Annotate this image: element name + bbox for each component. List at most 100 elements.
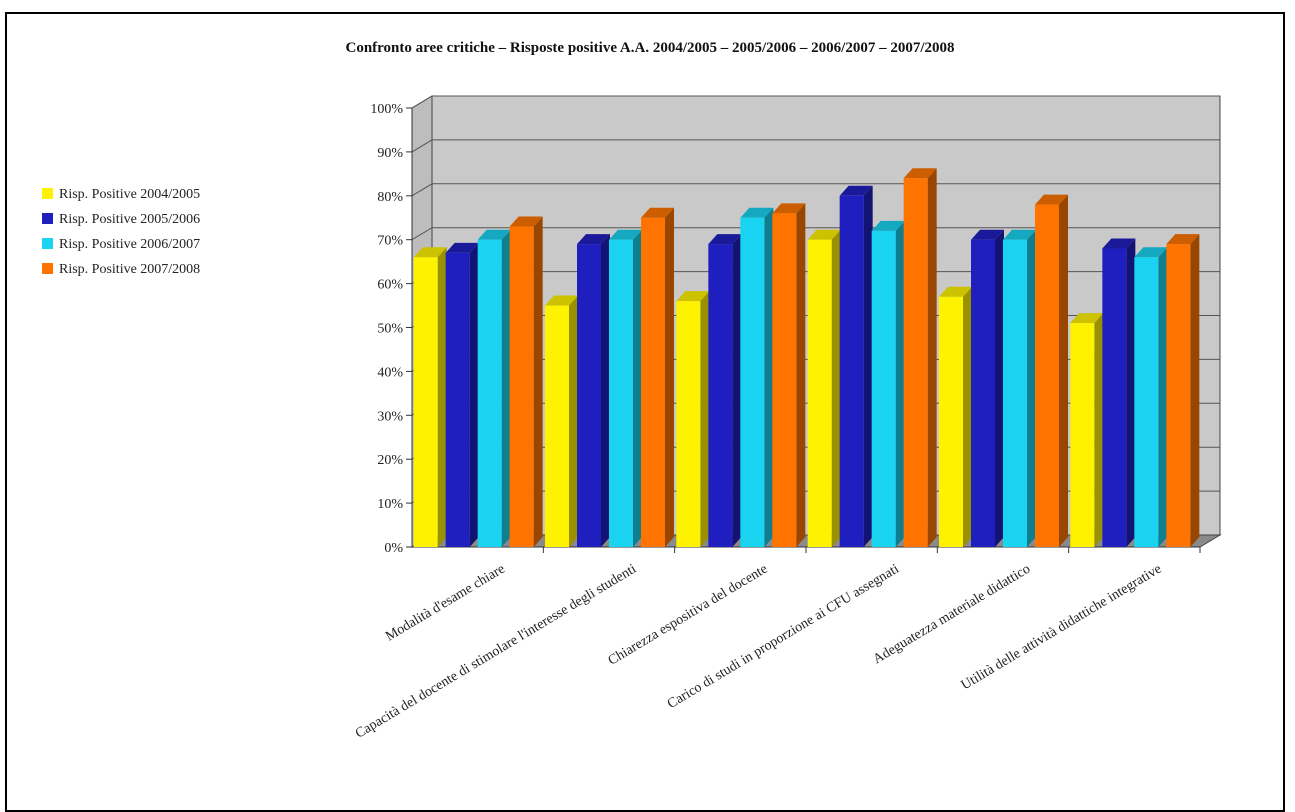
bar-side (633, 229, 642, 547)
bar-front (1134, 257, 1159, 547)
plot-area: 0% 10% 20% 30% 40% 50% 60% 70% 80% 90% 100% Modalit… (353, 95, 1222, 742)
bar-top (939, 286, 972, 297)
bar (807, 229, 841, 547)
bar (413, 247, 447, 547)
legend-swatch (42, 188, 53, 199)
bar-side (501, 229, 511, 547)
bar-side (533, 216, 543, 547)
bar-top (1102, 238, 1136, 249)
bar-front (509, 226, 534, 547)
bar-front (545, 305, 569, 547)
bar-front (676, 301, 701, 547)
bar-side (764, 207, 774, 547)
bar-front (708, 244, 733, 547)
bar-top (1003, 229, 1036, 240)
bar-side (1027, 229, 1036, 547)
bar-side (831, 229, 841, 547)
bar-top (1166, 234, 1200, 245)
y-tick-label: 100% (370, 102, 403, 117)
bar (676, 291, 710, 547)
y-tick-label: 40% (377, 365, 403, 380)
bar-front (871, 230, 896, 548)
bar-top (903, 168, 937, 179)
bar-top (676, 291, 710, 302)
bar-front (1102, 248, 1127, 548)
chart-title: Confronto aree critiche – Risposte posit… (346, 40, 955, 56)
bar-front (939, 296, 963, 547)
bar-side (1094, 313, 1104, 547)
bar-front (641, 217, 665, 547)
bar-side (700, 291, 710, 547)
bar-top (1134, 247, 1168, 258)
bar-side (995, 229, 1004, 547)
bar (740, 207, 774, 547)
bar-front (1003, 239, 1027, 547)
y-tick-label: 50% (377, 322, 403, 337)
bar-side (895, 220, 905, 548)
bar (641, 207, 674, 547)
bar-top (545, 295, 578, 306)
x-category-label: Modalità d'esame chiare (383, 562, 508, 645)
grid-line (411, 139, 1220, 153)
legend-label: Risp. Positive 2005/2006 (59, 212, 200, 227)
bar (477, 229, 511, 547)
y-tick-label: 90% (377, 146, 403, 161)
bar-front (413, 257, 438, 547)
legend-swatch (42, 238, 53, 249)
bar-front (1070, 323, 1095, 547)
bar-top (839, 185, 873, 196)
bar-side (601, 234, 610, 547)
legend-swatch (42, 213, 53, 224)
bar-side (469, 242, 479, 547)
bar (1134, 247, 1168, 547)
legend-label: Risp. Positive 2006/2007 (59, 237, 200, 252)
bar-front (971, 239, 995, 547)
y-tick-label: 30% (377, 409, 403, 424)
bar (871, 220, 905, 548)
bar-top (807, 229, 841, 240)
bar (445, 242, 479, 547)
bar-side (796, 203, 806, 548)
grid-line (411, 95, 1220, 109)
bar-top (509, 216, 543, 227)
y-tick-label: 10% (377, 497, 403, 512)
bar (839, 185, 873, 548)
bar (1166, 234, 1200, 547)
bar-front (477, 239, 502, 547)
bar-top (577, 234, 610, 245)
y-tick-label: 70% (377, 234, 403, 249)
x-category-label: Capacità del docente di stimolare l'inte… (353, 562, 639, 742)
bar-top (1035, 194, 1068, 205)
bar-top (641, 207, 674, 218)
bar-side (863, 185, 873, 548)
bar (545, 295, 578, 547)
bar-front (772, 213, 797, 548)
bar (971, 229, 1004, 547)
bar-side (1158, 247, 1168, 547)
bar-side (732, 234, 742, 547)
bar-front (609, 239, 633, 547)
bar (1102, 238, 1136, 548)
bar-side (437, 247, 447, 547)
bar (939, 286, 972, 547)
bar-side (1059, 194, 1068, 547)
bar (609, 229, 642, 547)
legend-label: Risp. Positive 2007/2008 (59, 262, 200, 277)
bar (1003, 229, 1036, 547)
bar-top (609, 229, 642, 240)
bar-top (772, 203, 806, 214)
y-tick-label: 60% (377, 278, 403, 293)
bar-front (740, 217, 765, 547)
bar (509, 216, 543, 547)
bar-top (708, 234, 742, 245)
bar-side (665, 207, 674, 547)
bar-front (1166, 244, 1191, 547)
legend: Risp. Positive 2004/2005 Risp. Positive 2… (42, 187, 200, 277)
bar-top (971, 229, 1004, 240)
bar-side (1126, 238, 1136, 548)
bar-top (413, 247, 447, 258)
bar-top (1070, 313, 1104, 324)
bar (708, 234, 742, 547)
bar-side (963, 286, 972, 547)
legend-label: Risp. Positive 2004/2005 (59, 187, 200, 202)
